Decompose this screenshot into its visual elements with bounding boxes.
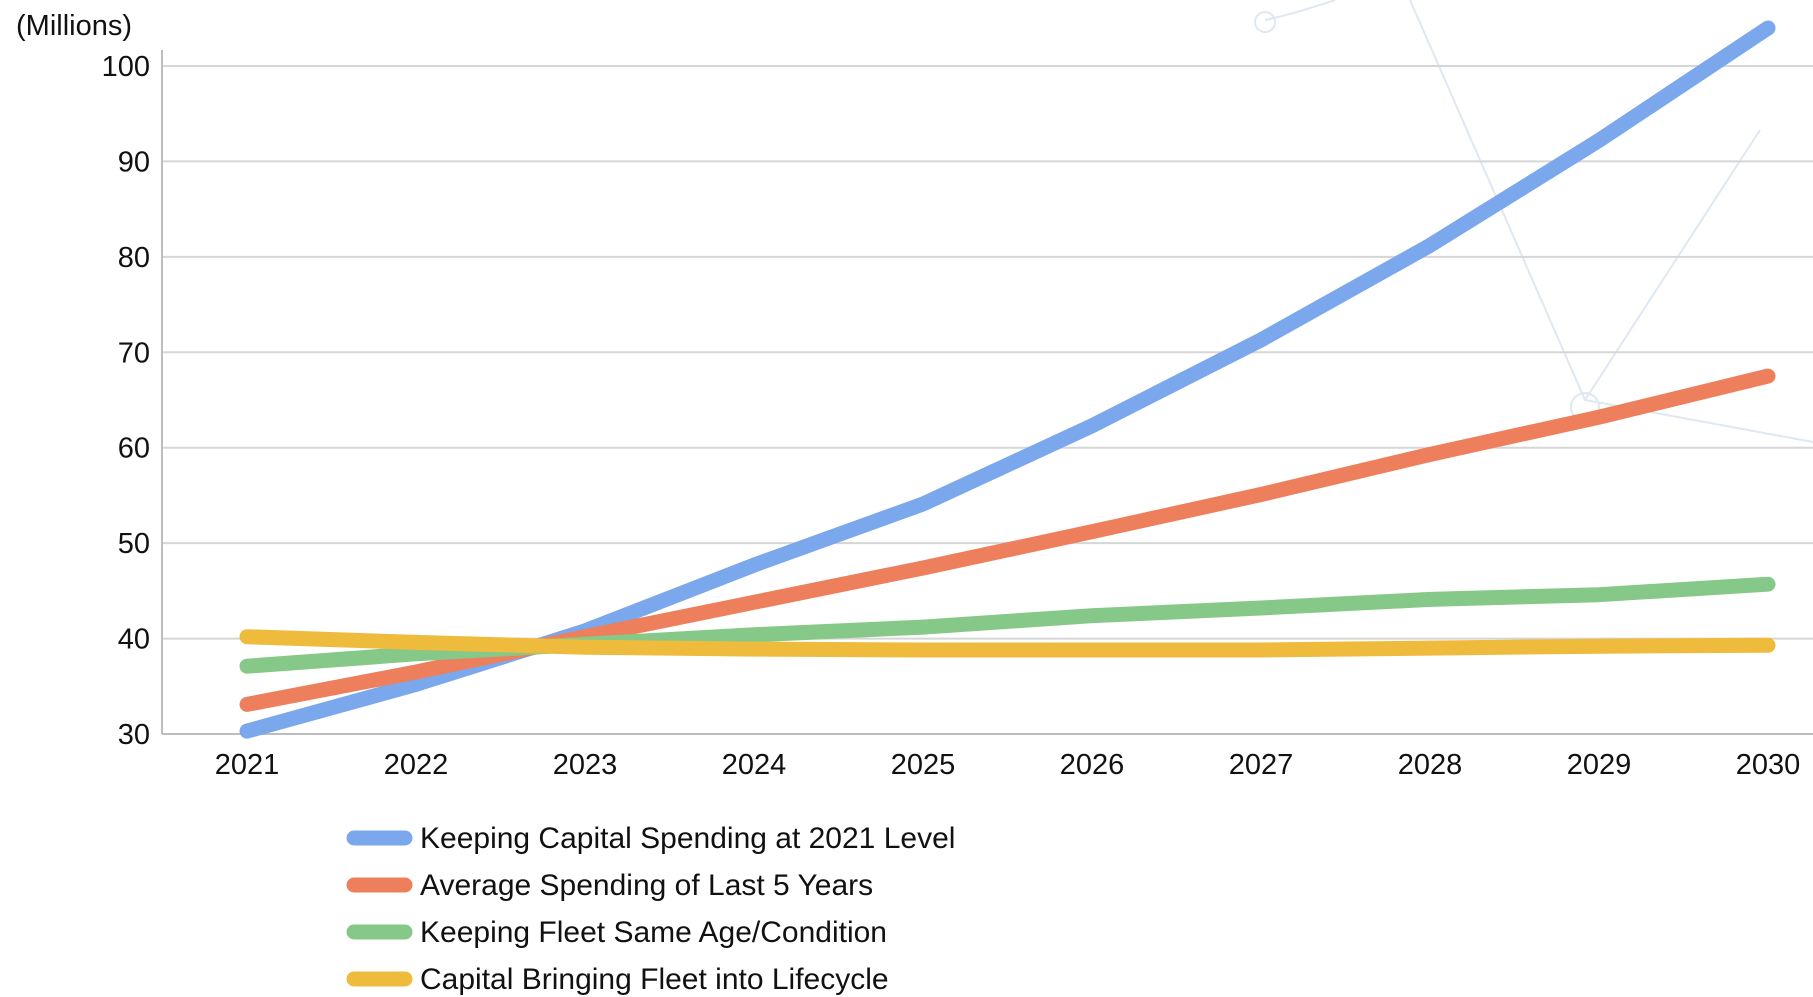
legend-label: Capital Bringing Fleet into Lifecycle — [420, 963, 889, 996]
legend-label: Keeping Fleet Same Age/Condition — [420, 916, 887, 949]
x-tick-label: 2024 — [722, 749, 787, 781]
x-tick-label: 2028 — [1398, 749, 1463, 781]
y-tick-label: 90 — [118, 146, 150, 178]
legend-item: Average Spending of Last 5 Years — [346, 869, 873, 902]
y-tick-label: 80 — [118, 242, 150, 274]
y-axis-unit-label: (Millions) — [16, 10, 132, 42]
legend-item: Capital Bringing Fleet into Lifecycle — [346, 963, 889, 996]
x-tick-label: 2029 — [1567, 749, 1632, 781]
y-tick-label: 40 — [118, 624, 150, 656]
y-axis-ticks: 30 40 50 60 70 80 90 100 — [102, 51, 150, 751]
x-tick-label: 2026 — [1060, 749, 1125, 781]
series-line-capital-bringing-fleet-into-lifecycle — [239, 629, 1776, 658]
x-tick-label: 2025 — [891, 749, 956, 781]
legend: Keeping Capital Spending at 2021 Level Av… — [346, 822, 955, 996]
legend-label: Average Spending of Last 5 Years — [420, 869, 873, 902]
y-tick-label: 30 — [118, 719, 150, 751]
legend-item: Keeping Fleet Same Age/Condition — [346, 916, 887, 949]
series-lines — [239, 20, 1776, 739]
y-tick-label: 50 — [118, 528, 150, 560]
y-tick-label: 100 — [102, 51, 150, 83]
x-tick-label: 2027 — [1229, 749, 1294, 781]
legend-label: Keeping Capital Spending at 2021 Level — [420, 822, 955, 855]
x-tick-label: 2022 — [384, 749, 449, 781]
y-tick-label: 70 — [118, 337, 150, 369]
x-tick-label: 2023 — [553, 749, 618, 781]
x-tick-label: 2030 — [1736, 749, 1801, 781]
gridlines — [161, 50, 1813, 735]
y-tick-label: 60 — [118, 433, 150, 465]
legend-item: Keeping Capital Spending at 2021 Level — [346, 822, 955, 855]
x-axis-ticks: 2021 2022 2023 2024 2025 2026 2027 2028 2029 2030 — [215, 749, 1801, 781]
x-tick-label: 2021 — [215, 749, 280, 781]
